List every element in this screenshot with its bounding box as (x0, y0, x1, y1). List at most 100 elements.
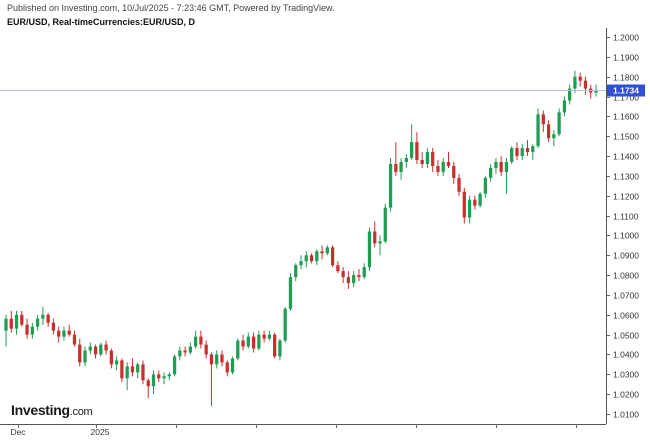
x-tick-label: 2025 (91, 427, 110, 437)
candle-body (88, 346, 92, 351)
candle-body (136, 364, 140, 373)
candle-body (330, 247, 335, 266)
candle-body (273, 334, 277, 357)
candle-body (352, 275, 356, 284)
candle-body (30, 326, 34, 335)
candle-body (9, 318, 13, 329)
candle-body (483, 177, 488, 194)
candle-body (357, 275, 361, 278)
y-tick-label: 1.2000 (613, 33, 639, 43)
candle-body (404, 158, 408, 163)
candlestick-series (4, 70, 598, 407)
candle-body (236, 340, 240, 359)
candle-body (288, 277, 293, 309)
x-tick-label: Dec (10, 427, 26, 437)
y-tick-label: 1.1000 (613, 231, 639, 241)
candle-body (230, 358, 235, 373)
candle-body (194, 336, 198, 347)
candle-body (178, 350, 182, 357)
candle-body (362, 267, 366, 278)
candle-body (46, 314, 50, 323)
candle-body (294, 265, 298, 278)
price-tag-box (607, 84, 645, 97)
candle-body (420, 160, 424, 164)
y-tick-label: 1.0300 (613, 370, 639, 380)
y-tick-label: 1.1300 (613, 172, 639, 182)
candle-body (578, 76, 582, 81)
candle-body (467, 199, 472, 218)
candle-body (594, 89, 598, 93)
y-tick-label: 1.0700 (613, 291, 639, 301)
candle-body (51, 322, 56, 331)
candle-body (172, 356, 177, 375)
candle-body (383, 207, 387, 242)
candle-body (35, 318, 40, 327)
candle-body (531, 146, 535, 153)
candle-body (78, 344, 82, 363)
candle-body (399, 162, 403, 172)
candle-body (568, 88, 572, 101)
candle-body (67, 330, 71, 335)
candle-body (146, 380, 150, 387)
candle-body (520, 148, 524, 157)
y-tick-label: 1.0600 (613, 311, 639, 321)
candle-body (299, 261, 303, 266)
candle-body (104, 344, 108, 351)
candle-body (489, 167, 493, 178)
candle-body (388, 163, 393, 208)
candle-body (141, 364, 145, 381)
y-tick-label: 1.1500 (613, 132, 639, 142)
publisher-line: Published on Investing.com, 10/Jul/2025 … (7, 3, 335, 13)
candle-body (204, 344, 208, 355)
y-tick-label: 1.1800 (613, 73, 639, 83)
candle-body (109, 350, 113, 365)
candle-body (72, 334, 77, 345)
candle-body (320, 251, 324, 254)
y-tick-label: 1.0100 (613, 410, 639, 420)
candle-body (473, 199, 477, 206)
candle-body (452, 165, 456, 178)
candle-body (99, 344, 103, 355)
candle-body (246, 336, 250, 347)
candle-body (373, 231, 377, 244)
instrument-line: EUR/USD, Real-timeCurrencies:EUR/USD, D (7, 17, 196, 27)
candle-body (462, 191, 466, 218)
candle-body (541, 114, 545, 125)
candle-body (183, 350, 187, 353)
logo-main-text: Investing (11, 402, 70, 418)
candle-body (241, 340, 245, 347)
candle-body (283, 308, 287, 341)
candle-body (209, 354, 214, 365)
y-tick-label: 1.0200 (613, 390, 639, 400)
candle-body (431, 152, 435, 166)
candle-body (583, 80, 588, 89)
candle-body (504, 162, 509, 172)
y-tick-label: 1.0400 (613, 350, 639, 360)
candle-body (515, 148, 519, 157)
y-tick-label: 1.0900 (613, 251, 639, 261)
candle-body (536, 114, 540, 147)
candle-body (441, 162, 445, 172)
candle-body (157, 374, 161, 379)
candle-body (341, 271, 345, 278)
candle-body (151, 374, 156, 387)
candle-body (546, 124, 551, 139)
candle-body (25, 324, 29, 335)
candle-body (120, 360, 124, 379)
candle-body (525, 148, 530, 153)
candle-body (93, 346, 98, 355)
candle-body (409, 142, 414, 159)
candle-body (325, 247, 329, 254)
candle-body (188, 346, 193, 353)
chart-axes (0, 28, 607, 425)
candle-body (394, 163, 398, 172)
candle-body (199, 336, 203, 345)
candle-body (304, 255, 308, 262)
candle-body (446, 162, 451, 166)
candle-body (415, 142, 419, 161)
candle-body (262, 334, 266, 339)
candle-body (220, 354, 224, 363)
y-tick-label: 1.0500 (613, 331, 639, 341)
candle-body (278, 340, 282, 357)
